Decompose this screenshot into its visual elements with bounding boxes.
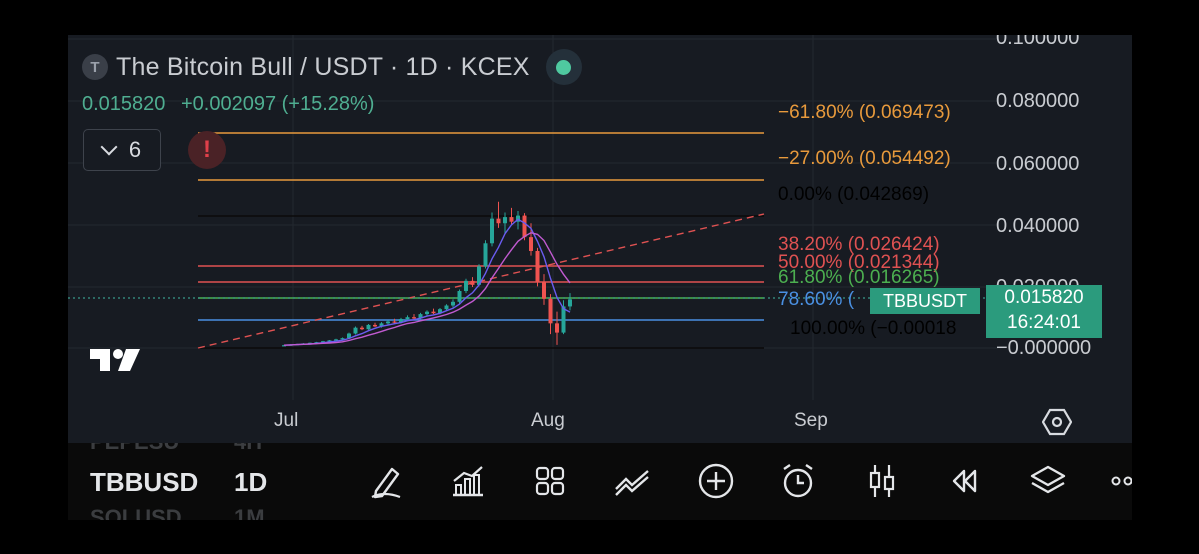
fib-level-label: 78.60% (	[778, 289, 855, 310]
price-axis[interactable]: 0.1000000.0800000.0600000.0400000.020000…	[996, 35, 1132, 405]
last-price: 0.015820	[82, 93, 166, 115]
symbol-picker-next[interactable]: SOLUSD	[90, 505, 182, 520]
chart-header: T The Bitcoin Bull / USDT · 1D · KCEX	[82, 49, 582, 85]
candle-countdown: 16:24:01	[1007, 312, 1081, 333]
compare-icon[interactable]	[612, 461, 652, 501]
ma-line-fast	[283, 218, 571, 346]
pen-icon[interactable]	[366, 461, 406, 501]
indicator-count: 6	[128, 137, 142, 162]
candle-body	[360, 327, 364, 330]
candle-body	[503, 217, 507, 224]
candle-body	[321, 341, 325, 343]
candle-body	[535, 250, 540, 282]
candle-body	[451, 301, 455, 306]
candle-body	[542, 281, 546, 299]
candle-body	[457, 291, 462, 302]
more-icon[interactable]	[1108, 461, 1132, 501]
indicators-toggle-button[interactable]: 6	[83, 129, 161, 171]
y-axis-tick: −0.000000	[996, 337, 1092, 359]
chart-panel[interactable]: T The Bitcoin Bull / USDT · 1D · KCEX 0.…	[68, 35, 1132, 443]
timeframe-picker-prev[interactable]: 4H	[234, 443, 262, 455]
timeframe-picker-current[interactable]: 1D	[234, 467, 268, 497]
symbol-picker-current[interactable]: TBBUSD	[90, 467, 199, 497]
candles-icon[interactable]	[862, 461, 902, 501]
candle-body	[405, 317, 410, 320]
candle-body	[431, 311, 436, 314]
candle-body	[282, 345, 286, 347]
x-axis-tick: Jul	[274, 410, 299, 431]
tradingview-logo-icon	[90, 349, 140, 371]
candle-body	[561, 306, 566, 333]
replay-icon[interactable]	[944, 461, 984, 501]
add-icon[interactable]	[696, 461, 736, 501]
candle-body	[438, 309, 442, 314]
price-row: 0.015820 +0.002097 (+15.28%)	[82, 93, 384, 116]
chart-title[interactable]: The Bitcoin Bull / USDT · 1D · KCEX	[116, 52, 530, 81]
candle-body	[353, 327, 358, 334]
candle-body	[425, 311, 429, 315]
candle-body	[373, 324, 377, 327]
candle-body	[548, 298, 553, 324]
y-axis-tick: 0.080000	[996, 90, 1080, 112]
candle-body	[509, 217, 514, 222]
x-axis-tick: Sep	[794, 410, 828, 431]
market-open-dot-icon	[556, 59, 572, 75]
fib-level-label: 61.80% (0.016265)	[778, 267, 940, 288]
symbol-price-label: TBBUSDT	[870, 288, 980, 314]
chart-settings-icon[interactable]	[1042, 407, 1072, 437]
candle-body	[418, 314, 423, 319]
layers-icon[interactable]	[1028, 461, 1068, 501]
candle-body	[483, 243, 488, 267]
last-price-tag-value: 0.015820	[1004, 287, 1084, 308]
candle-body	[464, 280, 468, 292]
fib-level-label: −61.80% (0.069473)	[778, 102, 951, 123]
layout-grid-icon[interactable]	[530, 461, 570, 501]
x-axis-tick: Aug	[531, 410, 565, 431]
fib-level-label: 0.00% (0.042869)	[778, 184, 930, 205]
candle-body	[568, 299, 572, 307]
candle-body	[496, 218, 501, 224]
fib-level-label: 50.00% (0.021344)	[778, 252, 940, 273]
candle-body	[399, 319, 403, 323]
candle-body	[379, 323, 384, 327]
candle-body	[340, 338, 345, 340]
candle-body	[477, 266, 481, 285]
candle-body	[334, 339, 338, 341]
market-status-indicator[interactable]	[545, 49, 582, 85]
symbol-picker-prev[interactable]: PEPESU	[90, 443, 179, 455]
candle-body	[347, 333, 351, 339]
fib-level-label: 100.00% (−0.00018	[790, 318, 957, 339]
fib-level-label: 38.20% (0.026424)	[778, 234, 940, 255]
indicator-icon[interactable]	[448, 461, 488, 501]
y-axis-tick: 0.100000	[996, 35, 1080, 49]
candle-body	[470, 280, 475, 285]
ma-line-slow	[283, 231, 571, 346]
warning-alert-icon[interactable]: !	[188, 131, 226, 169]
candle-body	[522, 215, 527, 238]
candle-body	[412, 317, 416, 319]
y-axis-tick: 0.040000	[996, 215, 1080, 237]
candle-body	[366, 324, 371, 330]
timeframe-picker-next[interactable]: 1M	[234, 505, 265, 520]
y-axis-tick: 0.060000	[996, 153, 1080, 175]
candle-body	[529, 237, 533, 251]
candle-body	[392, 321, 397, 323]
last-price-tag: 0.015820 16:24:01	[986, 285, 1102, 338]
bottom-toolbar: PEPESU 4H TBBUSD 1D SOLUSD 1M	[68, 443, 1132, 520]
chevron-down-icon	[100, 138, 118, 156]
fib-level-label: −27.00% (0.054492)	[778, 148, 951, 169]
price-change: +0.002097 (+15.28%)	[180, 93, 375, 115]
candle-body	[555, 323, 559, 333]
candle-body	[327, 340, 332, 342]
price-chart[interactable]	[68, 35, 1132, 443]
candle-body	[444, 305, 449, 310]
alarm-icon[interactable]	[778, 461, 818, 501]
candle-body	[386, 321, 390, 324]
symbol-logo: T	[82, 54, 108, 80]
candle-body	[490, 218, 494, 244]
